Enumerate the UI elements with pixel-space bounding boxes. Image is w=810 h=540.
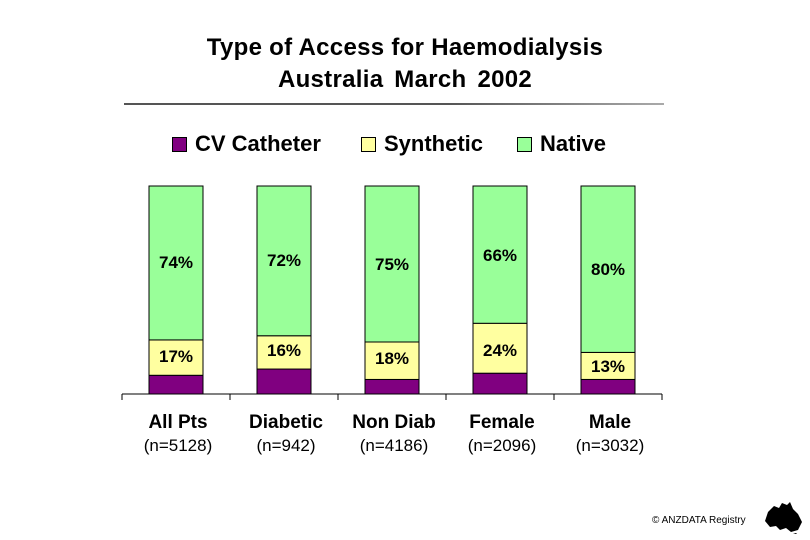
bar-segment-native bbox=[364, 185, 420, 343]
legend-label-synthetic: Synthetic bbox=[384, 131, 484, 156]
bar-segment-cv bbox=[148, 374, 204, 395]
data-label-native: 74% bbox=[159, 253, 193, 272]
legend-swatch-synthetic bbox=[361, 136, 376, 152]
data-label-synthetic: 13% bbox=[591, 357, 625, 376]
data-label-native: 66% bbox=[483, 246, 517, 265]
data-label-synthetic: 24% bbox=[483, 341, 517, 360]
x-tick-sublabel: (n=3032) bbox=[576, 436, 645, 455]
data-label-native: 75% bbox=[375, 255, 409, 274]
bar-segment-native bbox=[256, 185, 312, 337]
x-tick-sublabel: (n=942) bbox=[256, 436, 315, 455]
legend-item-cv-catheter: CV Catheter bbox=[172, 131, 321, 157]
x-tick-label: Non Diab bbox=[352, 412, 435, 433]
x-tick-label: Female bbox=[469, 412, 534, 433]
x-tick-sublabel: (n=2096) bbox=[468, 436, 537, 455]
x-tick-sublabel: (n=4186) bbox=[360, 436, 429, 455]
data-label-synthetic: 16% bbox=[267, 341, 301, 360]
bar-segment-synthetic bbox=[580, 351, 636, 380]
bar-segment-synthetic bbox=[472, 322, 528, 374]
bar-segment-native bbox=[472, 185, 528, 324]
data-label-native: 80% bbox=[591, 260, 625, 279]
bar-segment-synthetic bbox=[364, 341, 420, 380]
legend-item-synthetic: Synthetic bbox=[361, 131, 483, 157]
x-tick-label: All Pts bbox=[148, 412, 207, 433]
chart-title: Type of Access for Haemodialysis bbox=[206, 34, 604, 61]
x-tick-label: Male bbox=[589, 412, 631, 433]
bar-segment-synthetic bbox=[148, 339, 204, 376]
data-label-native: 72% bbox=[267, 251, 301, 270]
bar-segment-native bbox=[148, 185, 204, 341]
legend-item-native: Native bbox=[517, 131, 606, 157]
data-label-synthetic: 18% bbox=[375, 349, 409, 368]
legend-swatch-native bbox=[517, 136, 532, 152]
bar-segment-cv bbox=[580, 378, 636, 395]
x-tick-sublabel: (n=5128) bbox=[144, 436, 213, 455]
bar-segment-synthetic bbox=[256, 335, 312, 370]
legend-swatch-cv-catheter bbox=[172, 136, 187, 152]
bar-segment-native bbox=[580, 185, 636, 353]
x-tick-label: Diabetic bbox=[249, 412, 323, 433]
registry-credit: © ANZDATA Registry bbox=[652, 515, 746, 526]
bar-segment-cv bbox=[364, 378, 420, 395]
bar-segment-cv bbox=[472, 372, 528, 395]
australia-map-icon bbox=[765, 502, 802, 534]
title-divider bbox=[124, 103, 664, 105]
chart-subtitle: Australia March 2002 bbox=[277, 66, 533, 93]
legend-label-native: Native bbox=[540, 131, 607, 156]
data-label-synthetic: 17% bbox=[159, 347, 193, 366]
bar-segment-cv bbox=[256, 368, 312, 395]
legend-label-cv-catheter: CV Catheter bbox=[195, 131, 321, 156]
